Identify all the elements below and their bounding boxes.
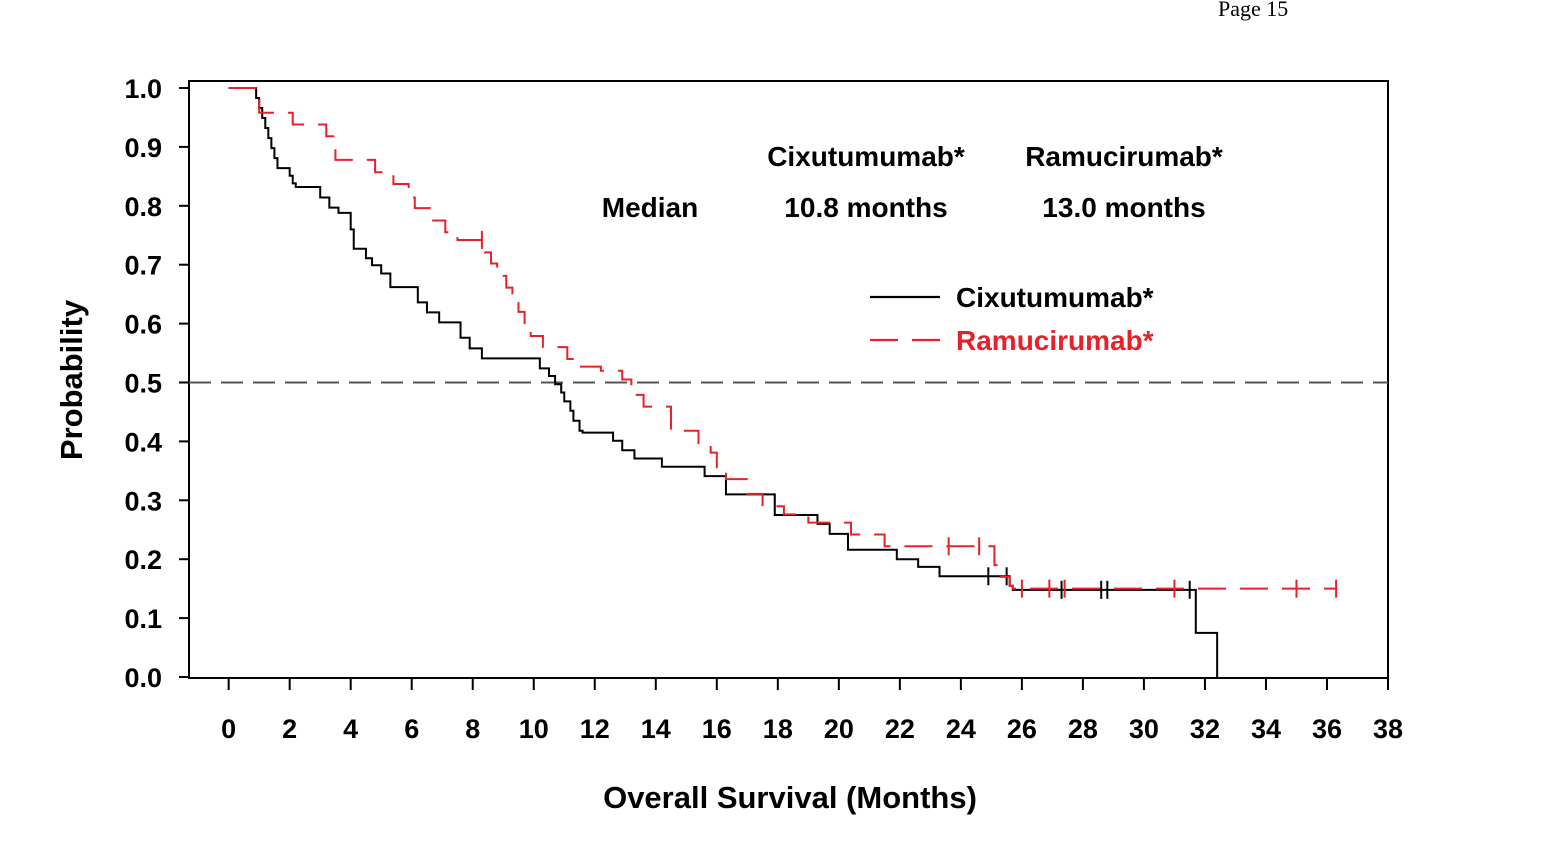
x-tick-label: 32 bbox=[1190, 714, 1220, 744]
x-tick-label: 28 bbox=[1068, 714, 1098, 744]
y-tick-label: 1.0 bbox=[124, 74, 162, 104]
y-tick-label: 0.6 bbox=[124, 310, 162, 340]
curve-ramucirumab bbox=[228, 87, 1337, 590]
x-tick-label: 0 bbox=[221, 714, 236, 744]
x-tick-label: 6 bbox=[404, 714, 419, 744]
x-tick-label: 8 bbox=[465, 714, 480, 744]
median-col1-value: 10.8 months bbox=[784, 192, 947, 223]
y-tick-label: 0.1 bbox=[124, 604, 162, 634]
y-tick-label: 0.2 bbox=[124, 545, 162, 575]
x-tick-label: 22 bbox=[885, 714, 915, 744]
survival-curves bbox=[228, 87, 1338, 677]
y-axis: 0.0 0.1 0.2 0.3 0.4 0.5 0.6 0.7 0.8 0.9 1.0 bbox=[124, 74, 189, 693]
y-tick-label: 0.7 bbox=[124, 251, 162, 281]
x-tick-label: 4 bbox=[343, 714, 358, 744]
median-col2-header: Ramucirumab* bbox=[1025, 141, 1223, 172]
x-tick-label: 20 bbox=[824, 714, 854, 744]
y-tick-label: 0.5 bbox=[124, 369, 162, 399]
x-tick-label: 26 bbox=[1007, 714, 1037, 744]
curve-cixutumumab bbox=[228, 87, 1219, 677]
x-tick-label: 34 bbox=[1251, 714, 1281, 744]
y-axis-label: Probability bbox=[54, 299, 89, 460]
y-tick-label: 0.0 bbox=[124, 663, 162, 693]
x-tick-label: 14 bbox=[641, 714, 671, 744]
page-header: Page 15 bbox=[1218, 0, 1289, 21]
y-tick-label: 0.9 bbox=[124, 133, 162, 163]
median-row-label: Median bbox=[602, 192, 698, 223]
x-axis-label: Overall Survival (Months) bbox=[603, 780, 977, 815]
x-tick-label: 36 bbox=[1312, 714, 1342, 744]
x-axis: 0 2 4 6 8 10 12 14 16 18 20 22 24 26 28 30 32 34 36 38 bbox=[221, 678, 1403, 744]
x-tick-label: 18 bbox=[763, 714, 793, 744]
x-tick-label: 10 bbox=[519, 714, 549, 744]
x-tick-label: 12 bbox=[580, 714, 610, 744]
x-tick-label: 30 bbox=[1129, 714, 1159, 744]
legend: Cixutumumab* Ramucirumab* bbox=[870, 282, 1154, 356]
y-tick-label: 0.4 bbox=[124, 427, 162, 457]
plot-frame bbox=[188, 80, 1389, 679]
legend-label-ramucirumab: Ramucirumab* bbox=[956, 325, 1154, 356]
x-tick-label: 16 bbox=[702, 714, 732, 744]
median-col1-header: Cixutumumab* bbox=[767, 141, 965, 172]
y-tick-label: 0.3 bbox=[124, 486, 162, 516]
x-tick-label: 38 bbox=[1373, 714, 1403, 744]
median-col2-value: 13.0 months bbox=[1042, 192, 1205, 223]
x-tick-label: 24 bbox=[946, 714, 976, 744]
y-tick-label: 0.8 bbox=[124, 192, 162, 222]
x-tick-label: 2 bbox=[282, 714, 297, 744]
legend-label-cixutumumab: Cixutumumab* bbox=[956, 282, 1154, 313]
